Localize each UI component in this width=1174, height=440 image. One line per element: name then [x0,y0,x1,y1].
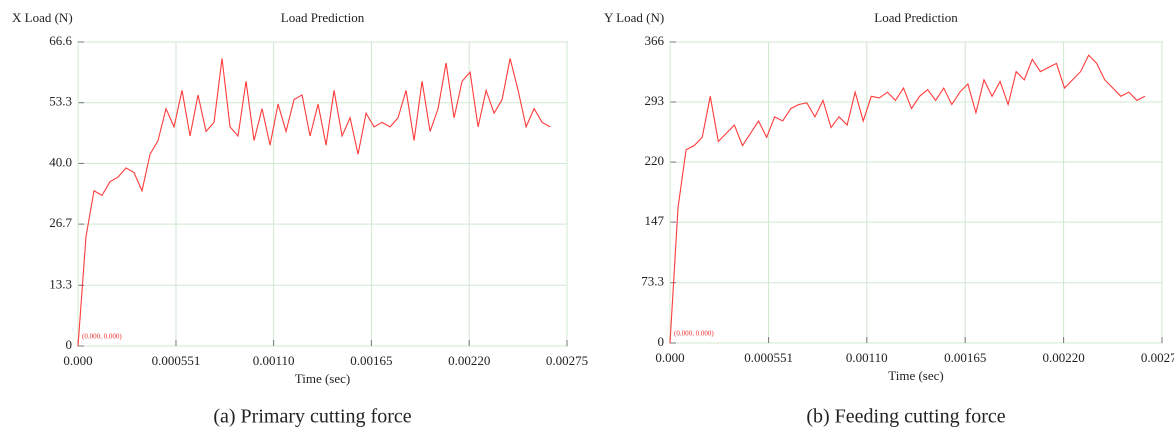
y-tick-label: 26.7 [49,215,72,230]
y-tick-label: 220 [645,153,665,168]
annotation: (0.000, 0.000) [82,333,122,341]
y-axis-label: X Load (N) [12,10,73,25]
y-tick-label: 293 [645,93,665,108]
x-tick-label: 0.000 [63,353,92,368]
x-tick-label: 0.00220 [448,353,490,368]
y-tick-label: 13.3 [49,276,72,291]
x-tick-label: 0.00110 [253,353,295,368]
x-tick-label: 0.00220 [1042,350,1084,365]
y-tick-label: 53.3 [49,94,72,109]
y-tick-label: 40.0 [49,154,72,169]
x-tick-label: 0.000551 [744,350,793,365]
x-tick-label: 0.000551 [152,353,201,368]
y-tick-label: 366 [645,33,665,48]
x-tick-label: 0.00165 [350,353,392,368]
x-tick-label: 0.00165 [944,350,986,365]
chart-title: Load Prediction [281,10,365,25]
plot-area [77,41,568,347]
plot-area [669,41,1163,344]
x-tick-label: 0.00275 [1141,350,1174,365]
data-line [77,58,551,347]
x-tick-label: 0.000 [655,350,684,365]
annotation: (0.000, 0.000) [674,330,714,338]
x-tick-label: 0.00110 [846,350,888,365]
y-tick-label: 73.3 [641,274,664,289]
caption: (a) Primary cutting force [213,406,411,428]
x-tick-label: 0.00275 [546,353,588,368]
caption: (b) Feeding cutting force [806,406,1005,428]
y-tick-label: 66.6 [49,33,72,48]
chart-title: Load Prediction [874,10,958,25]
y-tick-label: 0 [658,334,665,349]
x-axis-label: Time (sec) [888,368,944,383]
y-axis-label: Y Load (N) [604,10,664,25]
y-tick-label: 147 [645,213,665,228]
data-line [669,54,1146,344]
y-tick-label: 0 [66,337,73,352]
x-axis-label: Time (sec) [295,371,351,386]
